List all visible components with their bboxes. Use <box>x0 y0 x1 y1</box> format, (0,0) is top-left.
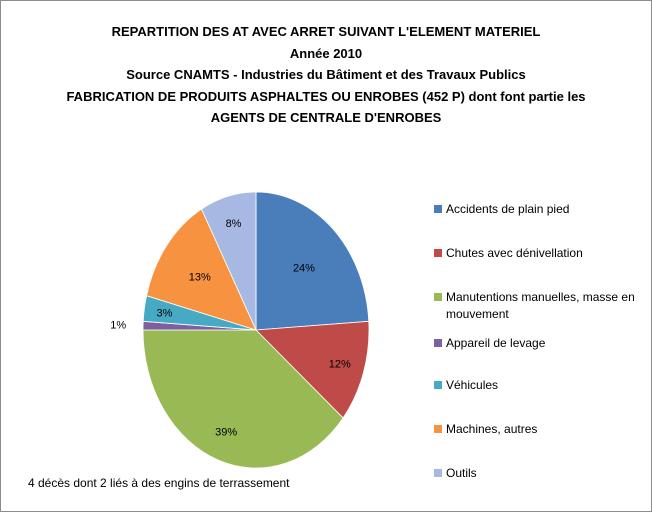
slice-data-label-3: 39% <box>215 426 237 438</box>
chart-title: REPARTITION DES AT AVEC ARRET SUIVANT L'… <box>1 21 651 129</box>
title-line-5: AGENTS DE CENTRALE D'ENROBES <box>210 110 442 125</box>
slice-data-label-1: 24% <box>293 263 315 275</box>
pie-slice-6 <box>146 208 257 331</box>
legend-item-5: Véhicules <box>434 377 644 394</box>
legend-label-5: Véhicules <box>446 378 499 392</box>
slice-data-label-5: 3% <box>157 307 173 319</box>
slice-data-label-2: 12% <box>329 358 351 370</box>
legend-item-4: Appareil de levage <box>434 335 644 352</box>
slice-data-label-6: 13% <box>189 272 211 284</box>
legend-label-2: Chutes avec dénivellation <box>446 246 583 260</box>
pie-slice-2 <box>255 320 370 419</box>
slice-data-label-7: 8% <box>226 218 242 230</box>
legend-label-6: Machines, autres <box>446 422 538 436</box>
legend-swatch-6 <box>434 425 442 433</box>
legend-swatch-3 <box>434 293 442 301</box>
legend-item-6: Machines, autres <box>434 421 644 438</box>
title-line-4: FABRICATION DE PRODUITS ASPHALTES OU ENR… <box>66 88 586 104</box>
legend-item-3: Manutentions manuelles, masse en mouveme… <box>434 289 644 323</box>
legend-item-1: Accidents de plain pied <box>434 201 644 218</box>
legend-swatch-1 <box>434 205 442 213</box>
legend-swatch-2 <box>434 249 442 257</box>
legend-item-7: Outils <box>434 465 644 482</box>
legend-swatch-7 <box>434 469 442 477</box>
legend-swatch-4 <box>434 339 442 347</box>
title-line-2: Année 2010 <box>289 45 363 61</box>
title-line-3: Source CNAMTS - Industries du Bâtiment e… <box>126 67 526 82</box>
legend-label-7: Outils <box>446 466 477 480</box>
legend-label-3: Manutentions manuelles, masse en mouveme… <box>446 290 635 321</box>
title-line-1: REPARTITION DES AT AVEC ARRET SUIVANT L'… <box>111 24 541 39</box>
pie-slice-1 <box>255 191 370 331</box>
footnote: 4 décès dont 2 liés à des engins de terr… <box>28 476 290 490</box>
slice-data-label-4: 1% <box>110 320 126 332</box>
legend-label-1: Accidents de plain pied <box>446 202 570 216</box>
legend-item-2: Chutes avec dénivellation <box>434 245 644 262</box>
legend-swatch-5 <box>434 381 442 389</box>
pie-slice-7 <box>201 191 257 331</box>
pie-slice-3 <box>142 329 344 469</box>
legend-label-4: Appareil de levage <box>446 336 546 350</box>
